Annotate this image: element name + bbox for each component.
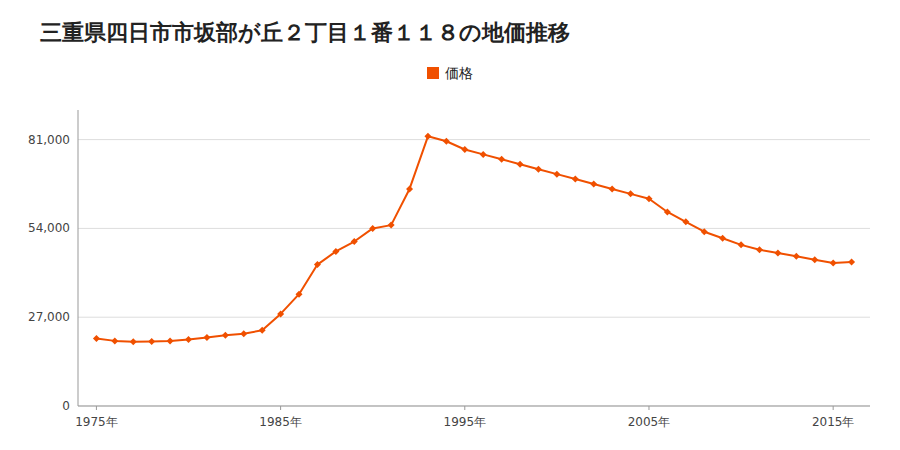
marker [719, 235, 726, 242]
marker [130, 338, 137, 345]
y-tick-label: 27,000 [28, 310, 70, 324]
marker [185, 336, 192, 343]
marker [259, 327, 266, 334]
x-tick [833, 406, 834, 410]
marker [738, 241, 745, 248]
marker [590, 181, 597, 188]
x-tick-label: 1995年 [444, 415, 487, 429]
marker [498, 156, 505, 163]
x-tick-label: 2015年 [812, 415, 855, 429]
marker [811, 256, 818, 263]
grid-line [78, 406, 870, 407]
grid-line [78, 139, 870, 140]
legend-label: 価格 [445, 65, 473, 81]
legend-swatch [427, 67, 439, 79]
marker [553, 171, 560, 178]
marker [167, 337, 174, 344]
marker [406, 185, 413, 192]
y-tick-label: 0 [62, 399, 70, 413]
plot-area [93, 133, 855, 346]
chart: 三重県四日市市坂部が丘２丁目１番１１８の地価推移価格 0 27,000 54,000 8… [0, 0, 900, 450]
marker [701, 228, 708, 235]
grid-line [78, 228, 870, 229]
marker [93, 335, 100, 342]
marker [369, 225, 376, 232]
marker [424, 133, 431, 140]
x-tick-label: 1975年 [75, 415, 118, 429]
grid-line [78, 317, 870, 318]
x-axis-line [78, 406, 870, 407]
marker [111, 337, 118, 344]
marker [517, 161, 524, 168]
line [96, 136, 851, 342]
marker [830, 259, 837, 266]
marker [774, 250, 781, 257]
x-tick [464, 406, 465, 410]
marker [277, 310, 284, 317]
marker [645, 195, 652, 202]
x-tick [648, 406, 649, 410]
marker [351, 238, 358, 245]
y-tick-label: 81,000 [28, 133, 70, 147]
marker [203, 334, 210, 341]
x-tick [96, 406, 97, 410]
x-tick-label: 1985年 [259, 415, 302, 429]
y-tick-label: 54,000 [28, 221, 70, 235]
marker [609, 185, 616, 192]
marker [332, 248, 339, 255]
marker [314, 261, 321, 268]
marker [222, 332, 229, 339]
marker [148, 338, 155, 345]
legend-item: 価格 [427, 65, 473, 81]
marker [848, 258, 855, 265]
marker [443, 138, 450, 145]
x-tick-label: 2005年 [628, 415, 671, 429]
marker [240, 330, 247, 337]
marker [756, 246, 763, 253]
title: 三重県四日市市坂部が丘２丁目１番１１８の地価推移 [40, 20, 570, 45]
marker [296, 291, 303, 298]
marker [388, 222, 395, 229]
marker [535, 166, 542, 173]
legend: 価格 [427, 65, 473, 81]
axes: 0 27,000 54,000 81,000 1975年 1985年 1995年 2005年 2… [28, 110, 870, 429]
x-tick [280, 406, 281, 410]
y-axis-line [78, 110, 79, 406]
marker [793, 253, 800, 260]
marker [461, 146, 468, 153]
marker [480, 151, 487, 158]
marker [627, 190, 634, 197]
marker [664, 208, 671, 215]
marker [572, 176, 579, 183]
marker [682, 218, 689, 225]
